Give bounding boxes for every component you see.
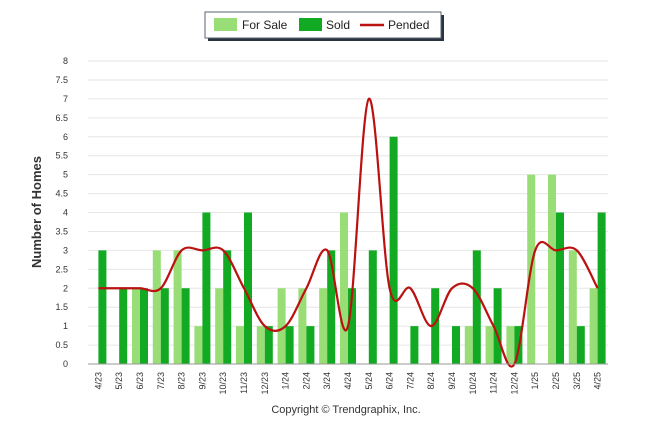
- sold-bar: [140, 288, 148, 364]
- x-tick-label: 12/23: [260, 372, 270, 395]
- x-tick-label: 4/23: [93, 372, 103, 390]
- sold-bar: [160, 288, 169, 364]
- y-tick-label: 8: [63, 56, 68, 66]
- sold-bar: [181, 288, 190, 364]
- sold-bar: [368, 250, 377, 364]
- x-tick-label: 3/24: [322, 372, 332, 390]
- sold-bar: [576, 326, 585, 364]
- y-tick-label: 6: [63, 132, 68, 142]
- sold-bar: [306, 326, 315, 364]
- for-sale-bar: [215, 288, 224, 364]
- y-tick-label: 7.5: [55, 75, 68, 85]
- sold-bar: [410, 326, 419, 364]
- y-tick-label: 4.5: [55, 189, 68, 199]
- legend-label-sold: Sold: [326, 18, 350, 32]
- x-tick-label: 2/24: [301, 372, 311, 390]
- for-sale-bar: [340, 212, 348, 364]
- for-sale-bar: [485, 326, 494, 364]
- legend-frame: [204, 11, 442, 39]
- x-tick-label: 8/23: [177, 372, 187, 390]
- x-tick-label: 2/25: [551, 372, 561, 390]
- x-tick-labels: 4/23 5/23 6/23 7/23 8/23 9/23 10/23 11/23 12/23 1…: [93, 372, 602, 395]
- x-tick-label: 9/23: [197, 372, 207, 390]
- x-tick-label: 9/24: [447, 372, 457, 390]
- y-tick-label: 3.5: [55, 226, 68, 236]
- y-tick-label: 3: [63, 245, 68, 255]
- for-sale-bar: [132, 288, 140, 364]
- sold-bar: [493, 288, 502, 364]
- legend-label-for-sale: For Sale: [242, 18, 288, 32]
- x-tick-label: 5/24: [364, 372, 374, 390]
- for-sale-bar: [298, 288, 307, 364]
- legend-label-pended: Pended: [388, 18, 429, 32]
- x-tick-label: 6/24: [385, 372, 395, 390]
- y-tick-label: 4: [63, 208, 68, 218]
- for-sale-bar: [256, 326, 265, 364]
- y-tick-label: 6.5: [55, 113, 68, 123]
- for-sale-bar: [568, 250, 577, 364]
- sold-bar: [348, 288, 356, 364]
- sold-bar: [472, 250, 481, 364]
- legend: For Sale Sold Pended: [204, 11, 444, 41]
- x-tick-label: 5/23: [114, 372, 124, 390]
- y-tick-label: 2.5: [55, 264, 68, 274]
- x-tick-label: 3/25: [572, 372, 582, 390]
- x-tick-label: 12/24: [509, 372, 519, 395]
- x-tick-label: 10/23: [218, 372, 228, 395]
- x-tick-label: 1/24: [281, 372, 291, 390]
- for-sale-bar: [464, 326, 473, 364]
- sold-bar: [597, 212, 606, 364]
- legend-swatch-sold: [299, 18, 322, 31]
- sold-bar: [327, 250, 336, 364]
- sold-bar: [119, 288, 128, 364]
- sold-bar: [389, 136, 398, 364]
- y-tick-label: 0: [63, 359, 68, 369]
- for-sale-bar: [548, 174, 556, 364]
- sold-bar: [244, 212, 252, 364]
- y-tick-label: 0.5: [55, 340, 68, 350]
- for-sale-bar: [152, 250, 161, 364]
- y-tick-label: 5: [63, 170, 68, 180]
- x-tick-label: 4/25: [593, 372, 603, 390]
- for-sale-bar: [319, 288, 328, 364]
- x-tick-label: 8/24: [426, 372, 436, 390]
- sold-bar: [285, 326, 294, 364]
- y-tick-label: 7: [63, 94, 68, 104]
- x-tick-label: 7/24: [405, 372, 415, 390]
- for-sale-bar: [194, 326, 203, 364]
- y-tick-label: 5.5: [55, 151, 68, 161]
- x-tick-label: 11/24: [489, 372, 499, 394]
- sold-bar: [264, 326, 273, 364]
- x-tick-label: 10/24: [468, 372, 478, 395]
- for-sale-bar: [589, 288, 598, 364]
- y-tick-label: 1.5: [55, 302, 68, 312]
- sold-bar: [431, 288, 440, 364]
- copyright-footer: Copyright © Trendgraphix, Inc.: [271, 404, 420, 416]
- sold-bar: [223, 250, 232, 364]
- for-sale-bar: [506, 326, 515, 364]
- sold-bar: [452, 326, 460, 364]
- for-sale-bar: [277, 288, 286, 364]
- x-tick-label: 11/23: [239, 372, 249, 394]
- x-tick-label: 7/23: [156, 372, 166, 390]
- x-tick-label: 6/23: [135, 372, 145, 390]
- y-tick-label: 1: [63, 321, 68, 331]
- x-tick-label: 4/24: [343, 372, 353, 390]
- y-axis-title: Number of Homes: [29, 156, 44, 268]
- for-sale-bar: [173, 250, 182, 364]
- for-sale-bar: [236, 326, 244, 364]
- sold-bar: [202, 212, 211, 364]
- sold-bar: [556, 212, 564, 364]
- legend-swatch-for-sale: [214, 18, 237, 31]
- y-tick-labels: 0 0.5 1 1.5 2 2.5 3 3.5 4 4.5 5 5.5 6 6.5 7 7.5 8: [55, 56, 68, 369]
- y-tick-label: 2: [63, 283, 68, 293]
- x-tick-label: 1/25: [530, 372, 540, 390]
- sold-bar: [98, 250, 107, 364]
